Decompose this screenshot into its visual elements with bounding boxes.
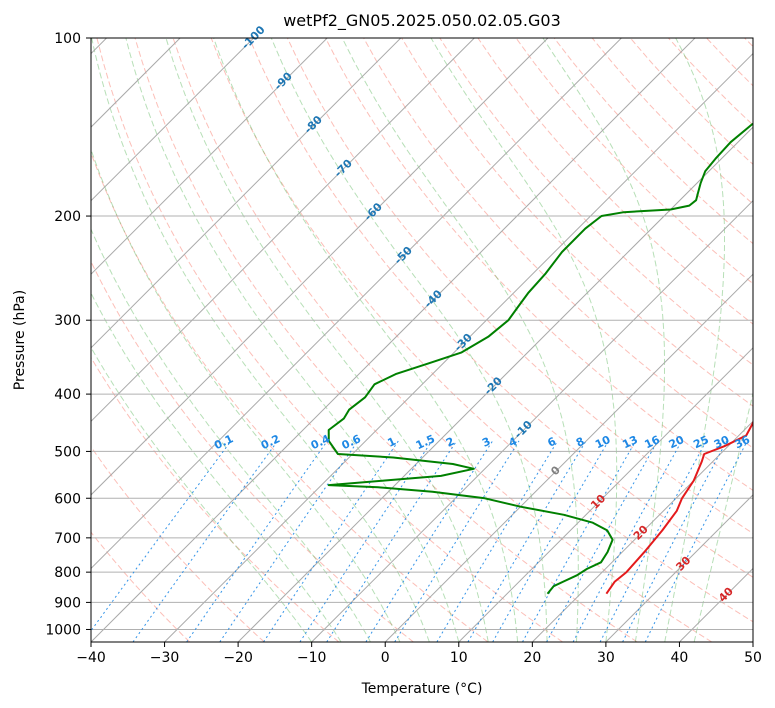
- y-tick-label: 700: [54, 531, 81, 547]
- isotherm-line: [531, 420, 753, 642]
- chart-title: wetPf2_GN05.2025.050.02.05.G03: [283, 11, 561, 31]
- dry-adiabat-line: [325, 38, 753, 491]
- isotherm-line: [164, 52, 753, 642]
- dry-adiabat-line: [248, 38, 753, 578]
- mixing-ratio-line: [394, 440, 520, 642]
- x-tick-label: 0: [381, 650, 390, 666]
- moist-adiabat-line: [664, 38, 725, 642]
- dry-adiabat-line: [91, 445, 265, 642]
- moist-adiabat-line: [341, 38, 579, 642]
- y-tick-label: 600: [54, 491, 81, 507]
- x-tick-label: 10: [450, 650, 468, 666]
- x-tick-label: −40: [76, 650, 106, 666]
- moist-adiabat-line: [542, 38, 665, 642]
- moist-adiabat-line: [213, 38, 519, 642]
- mixing-ratio-label: 25: [691, 433, 710, 451]
- isotherm-line: [91, 38, 255, 202]
- isotherm-line: [311, 199, 753, 642]
- isotherm-line: [91, 38, 622, 570]
- y-tick-label: 1000: [45, 622, 81, 638]
- mixing-ratio-line: [572, 440, 683, 642]
- isotherm-line: [91, 38, 549, 496]
- mixing-ratio-label: 16: [643, 433, 663, 451]
- dry-adiabat-line: [439, 38, 753, 366]
- mixing-ratio-line: [132, 440, 279, 642]
- x-axis-title: Temperature (°C): [361, 681, 483, 697]
- dewpoint-profile-line: [327, 122, 753, 595]
- dry-adiabat-line: [401, 38, 753, 407]
- y-axis: 100 200 300 400 500 600 700 800 900 1000: [45, 31, 91, 638]
- y-tick-label: 900: [54, 595, 81, 611]
- mixing-ratio-label: 13: [620, 433, 639, 451]
- y-tick-label: 800: [54, 565, 81, 581]
- moist-adiabat-line: [91, 148, 401, 642]
- isotherm-line: [384, 273, 753, 642]
- dry-adiabat-line: [515, 38, 753, 285]
- background-lines: [91, 38, 753, 642]
- moist-adiabat-line: [430, 38, 618, 642]
- plot-frame: [90, 37, 754, 643]
- isotherm-line: [91, 38, 402, 349]
- mixing-ratio-line: [299, 440, 433, 642]
- moist-adiabat-line: [91, 346, 313, 642]
- mixing-ratio-label: 30: [712, 433, 732, 451]
- y-axis-title: Pressure (hPa): [12, 290, 28, 390]
- y-tick-label: 500: [54, 444, 81, 460]
- isotherm-line: [91, 38, 475, 423]
- mixing-ratio-line: [546, 440, 659, 642]
- mixing-ratio-line: [326, 440, 458, 642]
- dry-adiabat-line: [91, 151, 489, 642]
- x-axis: −40 −30 −20 −10 0 10 20 30 40 50: [76, 642, 762, 666]
- y-tick-label: 300: [54, 313, 81, 329]
- dry-adiabat-line: [210, 38, 753, 623]
- x-tick-label: 20: [523, 650, 541, 666]
- y-tick-label: 400: [54, 387, 81, 403]
- isotherm-line: [458, 347, 753, 642]
- isotherm-line: [237, 126, 753, 642]
- mixing-ratio-line: [436, 440, 559, 642]
- mixing-ratio-line: [91, 440, 232, 632]
- moist-adiabat-line: [693, 390, 753, 642]
- isotherm-line: [605, 494, 753, 642]
- dry-adiabat-line: [134, 38, 638, 642]
- mixing-ratio-line: [365, 440, 494, 642]
- isotherm-line: [91, 38, 328, 275]
- x-tick-label: 50: [744, 650, 762, 666]
- moist-adiabat-line: [91, 291, 342, 642]
- y-tick-label: 200: [54, 209, 81, 225]
- x-tick-label: −20: [223, 650, 253, 666]
- x-tick-label: −10: [297, 650, 327, 666]
- mixing-ratio-label: 10: [593, 433, 613, 451]
- dry-adiabat-line: [91, 531, 191, 642]
- x-tick-label: −30: [150, 650, 180, 666]
- moist-adiabat-line: [165, 38, 489, 642]
- mixing-ratio-label: 20: [667, 433, 687, 451]
- isotherm-line: [91, 38, 696, 642]
- x-tick-label: 30: [597, 650, 615, 666]
- mixing-ratio-line: [622, 440, 728, 642]
- temperature-profile-line: [605, 420, 753, 595]
- moist-adiabat-line: [91, 38, 430, 642]
- mixing-ratio-line: [644, 440, 748, 642]
- moist-adiabat-line: [91, 228, 371, 642]
- profile-lines: [327, 122, 753, 595]
- mixing-ratio-label: 36: [733, 433, 753, 451]
- x-tick-label: 40: [671, 650, 689, 666]
- mixing-ratio-line: [599, 440, 707, 642]
- y-tick-label: 100: [54, 31, 81, 47]
